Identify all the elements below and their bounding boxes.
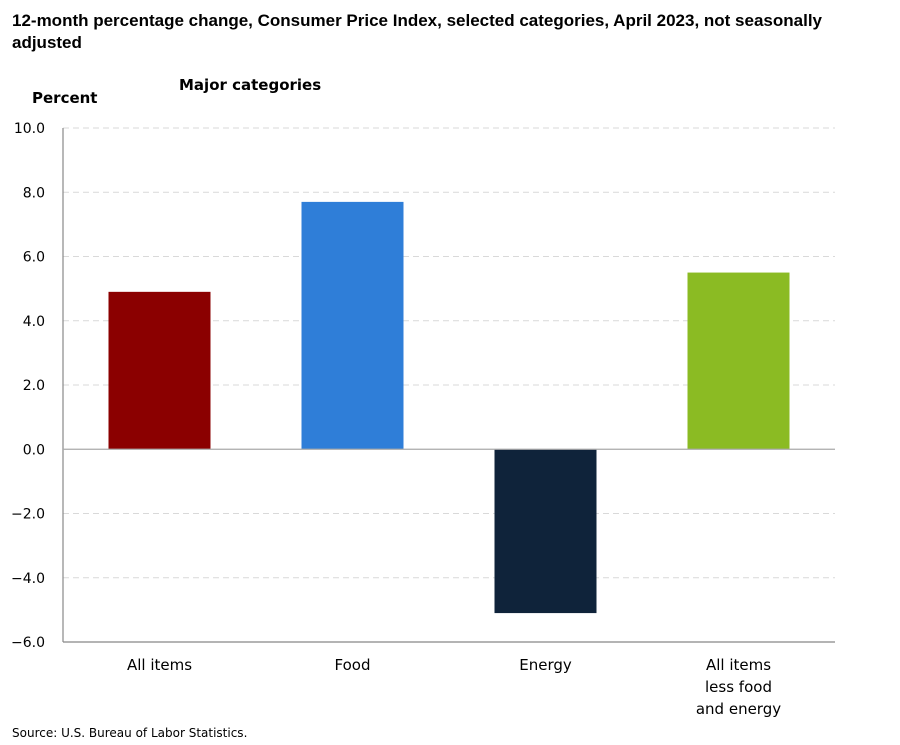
chart-title: 12-month percentage change, Consumer Pri…: [12, 11, 822, 52]
chart-subtitle: Major categories: [179, 76, 321, 94]
labels: Percent Major categories 10.0 8.0 6.0 4.0 2.…: [11, 76, 781, 718]
bar: [494, 449, 597, 614]
bar: [687, 272, 790, 450]
y-axis-label: Percent: [32, 89, 97, 107]
y-tick-label: −6.0: [11, 635, 45, 651]
y-tick-label: 6.0: [23, 250, 45, 266]
source-note: Source: U.S. Bureau of Labor Statistics.: [12, 726, 248, 740]
y-tick-label: 4.0: [23, 314, 45, 330]
y-tick-label: 2.0: [23, 378, 45, 394]
bars: [108, 201, 790, 614]
x-category-label: All items: [706, 656, 771, 674]
y-tick-label: 8.0: [23, 185, 45, 201]
y-tick-label: 0.0: [23, 442, 45, 458]
y-tick-label: −2.0: [11, 507, 45, 523]
axes: [62, 128, 835, 643]
y-tick-label: 10.0: [14, 121, 45, 137]
x-category-label: All items: [127, 656, 192, 674]
x-category-label: Energy: [519, 656, 572, 674]
bar: [301, 201, 404, 450]
x-category-label: less food: [705, 678, 772, 696]
x-category-label: Food: [335, 656, 371, 674]
bar: [108, 291, 211, 450]
y-tick-label: −4.0: [11, 571, 45, 587]
x-category-label: and energy: [696, 700, 781, 718]
